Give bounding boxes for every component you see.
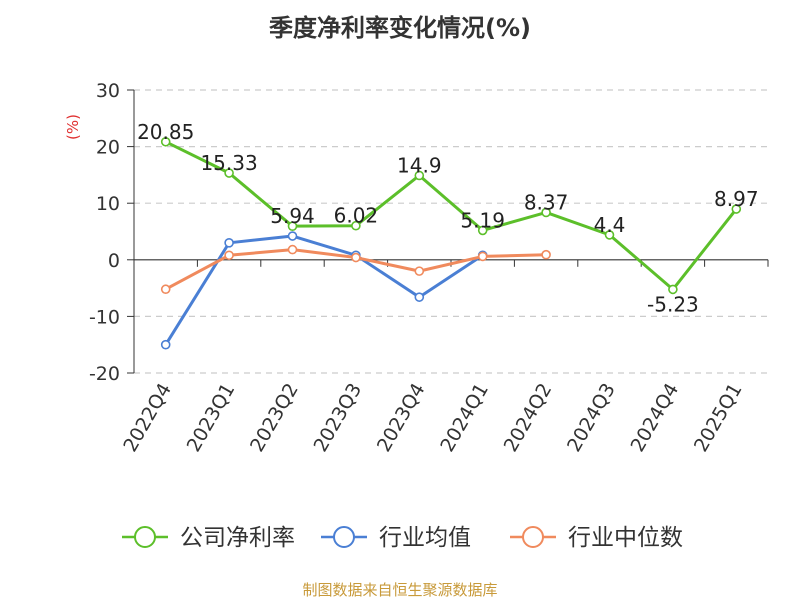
data-point [477, 225, 488, 236]
series-line-0 [165, 140, 738, 291]
data-point [351, 220, 361, 231]
data-label: 20.85 [137, 120, 194, 144]
data-point [604, 230, 615, 240]
data-label: 6.02 [334, 204, 379, 228]
x-tick-label: 2024Q2 [500, 380, 557, 456]
legend-marker [522, 526, 544, 548]
data-point [477, 251, 488, 262]
y-tick-label: 30 [96, 80, 120, 102]
data-point [287, 244, 298, 255]
legend-label: 公司净利率 [180, 525, 295, 551]
legend: 公司净利率 行业均值 行业中位数 [122, 525, 683, 551]
data-point [414, 266, 425, 276]
legend-label: 行业中位数 [568, 525, 683, 551]
y-tick-label: 20 [96, 137, 120, 159]
data-label: 4.4 [594, 213, 626, 237]
data-point [414, 292, 425, 302]
series-lines [160, 136, 742, 350]
x-tick-label: 2023Q1 [183, 380, 240, 456]
data-label: 5.94 [270, 204, 315, 228]
data-label: 15.33 [200, 151, 257, 175]
data-point [731, 204, 742, 214]
source-note: 制图数据来自恒生聚源数据库 [302, 581, 498, 599]
data-point [541, 249, 551, 260]
data-label: -5.23 [647, 292, 699, 316]
x-tick-label: 2022Q4 [119, 380, 176, 456]
grid-lines [134, 89, 768, 374]
data-point [668, 284, 678, 295]
data-point [160, 136, 171, 147]
x-tick-label: 2024Q1 [436, 380, 493, 456]
legend-marker [333, 526, 355, 548]
data-point [351, 252, 361, 263]
data-point [287, 231, 298, 241]
legend-label: 行业均值 [379, 525, 471, 551]
data-point [224, 168, 234, 178]
x-tick-label: 2023Q4 [373, 380, 430, 456]
x-tick-label: 2025Q1 [690, 380, 747, 456]
x-tick-label: 2023Q2 [246, 380, 303, 456]
data-point [160, 284, 171, 295]
x-tick-label: 2024Q3 [563, 380, 620, 456]
y-tick-label: 10 [96, 193, 120, 215]
data-point [224, 250, 234, 261]
data-point [541, 207, 551, 218]
legend-marker [134, 526, 156, 548]
y-tick-label: 0 [108, 250, 120, 272]
x-tick-label: 2024Q4 [626, 380, 683, 456]
x-tick-label: 2023Q3 [309, 380, 366, 456]
data-label: 14.9 [397, 153, 442, 177]
data-point [160, 339, 171, 350]
y-axis-label: (%) [64, 114, 82, 140]
data-point [414, 170, 425, 181]
data-point [287, 221, 298, 231]
data-point [224, 238, 234, 248]
data-label: 8.37 [524, 190, 569, 214]
y-tick-label: -20 [89, 363, 120, 385]
y-tick-label: -10 [89, 306, 120, 328]
chart-title: 季度净利率变化情况(%) [269, 14, 531, 42]
data-label: 8.97 [714, 187, 759, 211]
data-label: 5.19 [460, 208, 505, 232]
